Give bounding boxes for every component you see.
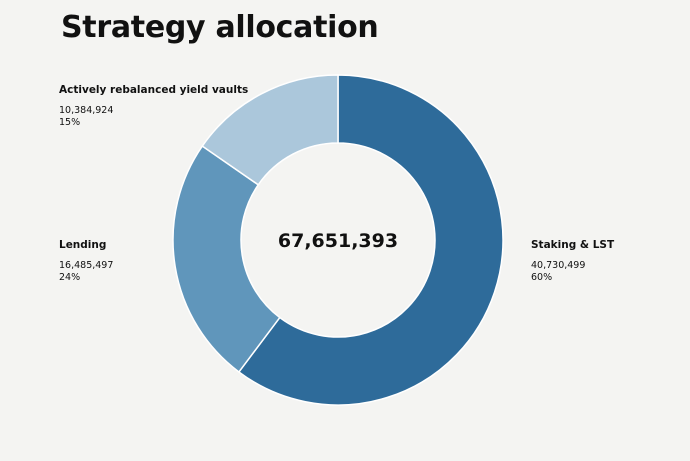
slice-name-vaults: Actively rebalanced yield vaults	[59, 84, 249, 96]
slice-label-vaults: Actively rebalanced yield vaults 10,384,…	[59, 84, 248, 129]
slice-value-staking: 40,730,499	[531, 260, 586, 271]
slice-percent-vaults: 15%	[59, 117, 81, 128]
slice-vaults	[201, 74, 339, 186]
slice-staking	[237, 74, 504, 406]
center-total: 67,651,393	[278, 230, 398, 252]
slice-label-staking: Staking & LST 40,730,499 60%	[531, 239, 614, 284]
slice-value-lending: 16,485,497	[59, 260, 114, 271]
slice-percent-staking: 60%	[531, 272, 553, 283]
slice-name-staking: Staking & LST	[531, 239, 615, 251]
slice-name-lending: Lending	[59, 239, 107, 251]
slice-label-lending: Lending 16,485,497 24%	[59, 239, 113, 284]
slice-lending	[172, 145, 281, 373]
slice-value-vaults: 10,384,924	[59, 105, 114, 116]
chart-title: Strategy allocation	[61, 10, 379, 45]
slice-percent-lending: 24%	[59, 272, 81, 283]
